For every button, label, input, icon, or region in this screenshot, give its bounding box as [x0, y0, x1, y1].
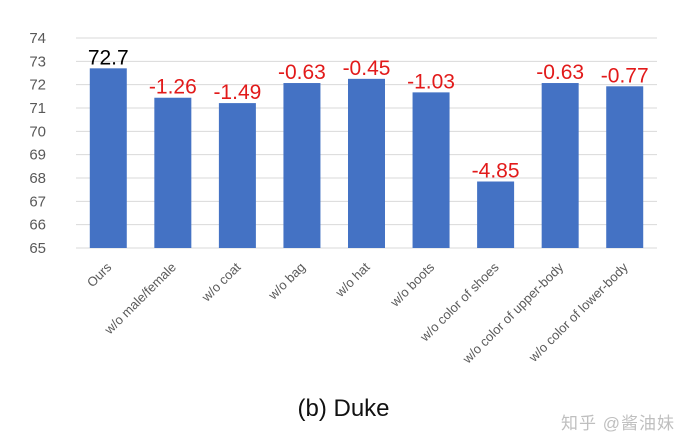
- chart-caption: (b) Duke: [297, 395, 390, 422]
- data-label: 72.7: [88, 46, 129, 69]
- y-tick-label: 68: [29, 170, 46, 187]
- y-tick-label: 65: [29, 240, 46, 257]
- watermark: 知乎 @酱油妹: [561, 414, 675, 433]
- data-label: -0.63: [278, 61, 326, 84]
- bar: [218, 103, 256, 248]
- x-tick-label: w/o bag: [265, 260, 309, 304]
- x-tick-label: w/o boots: [387, 259, 438, 310]
- bar: [541, 83, 579, 249]
- y-tick-label: 71: [29, 100, 46, 117]
- bar: [348, 78, 385, 248]
- data-label: -1.49: [213, 81, 261, 104]
- bar: [154, 97, 192, 248]
- bar: [477, 181, 515, 248]
- y-tick-label: 66: [29, 217, 46, 234]
- bar: [606, 86, 644, 248]
- bar: [89, 68, 127, 248]
- data-label: -1.26: [149, 76, 197, 99]
- data-label: -0.77: [601, 64, 649, 87]
- x-tick-label: w/o hat: [332, 259, 373, 300]
- bar: [412, 92, 450, 248]
- y-tick-label: 73: [29, 53, 46, 70]
- y-tick-label: 70: [29, 123, 46, 140]
- y-tick-label: 69: [29, 147, 46, 164]
- y-tick-label: 72: [29, 77, 46, 94]
- data-label: -1.03: [407, 70, 455, 93]
- data-label: -0.45: [343, 57, 391, 80]
- y-tick-label: 67: [29, 193, 46, 210]
- data-label: -0.63: [536, 61, 584, 84]
- y-tick-label: 74: [29, 30, 46, 47]
- x-tick-label: Ours: [84, 259, 115, 290]
- x-tick-label: w/o coat: [198, 259, 244, 305]
- bar: [283, 83, 321, 249]
- data-label: -4.85: [472, 160, 520, 183]
